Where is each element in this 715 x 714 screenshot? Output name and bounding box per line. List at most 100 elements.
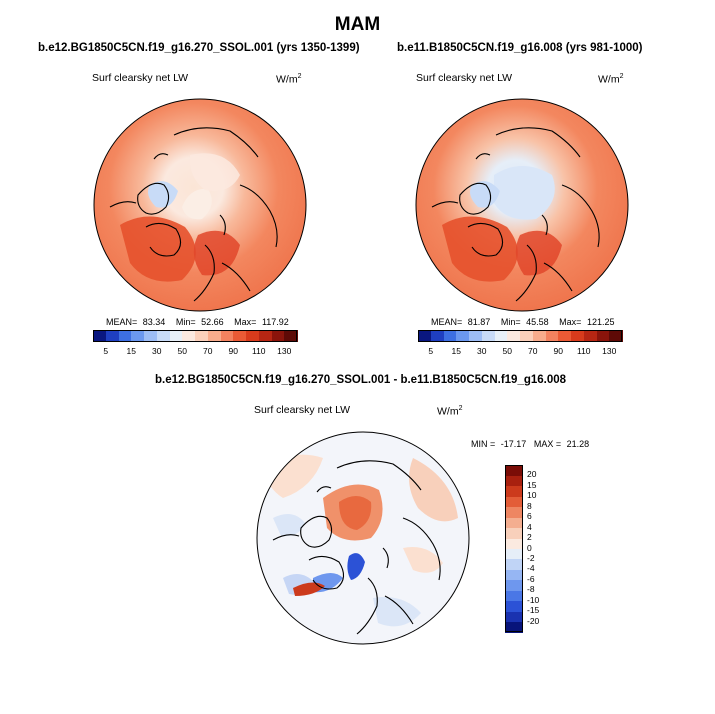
colorbar-tick-label: 110 [251, 346, 266, 356]
colorbar-swatch [505, 475, 523, 487]
colorbar-tick-label: -20 [527, 615, 540, 626]
colorbar-swatch [505, 611, 523, 623]
panel-2-map [415, 98, 629, 312]
panel-1-stats: MEAN= 83.34 Min= 52.66 Max= 117.92 [106, 317, 289, 327]
colorbar-swatch [545, 330, 559, 342]
colorbar-swatch [220, 330, 234, 342]
max-value: 21.28 [566, 439, 590, 449]
colorbar-swatch [118, 330, 132, 342]
colorbar-swatch [609, 330, 623, 342]
min-label: Min= [500, 317, 521, 327]
units-base: W/m [598, 73, 620, 86]
colorbar-tick-label: 110 [576, 346, 591, 356]
colorbar-tick-label: 0 [527, 542, 532, 553]
colorbar-swatch [558, 330, 572, 342]
colorbar-swatch [418, 330, 432, 342]
colorbar-tick-label: 10 [527, 490, 537, 501]
colorbar-tick-label: 70 [528, 346, 538, 356]
panel-1-units: W/m2 [276, 73, 301, 86]
colorbar-swatch [505, 590, 523, 602]
units-base: W/m [276, 73, 298, 86]
colorbar-swatch [505, 569, 523, 581]
colorbar-tick-label: 15 [527, 479, 537, 490]
colorbar-swatch [520, 330, 534, 342]
colorbar-tick-label: -6 [527, 573, 535, 584]
min-label: MIN = [471, 439, 496, 449]
colorbar-tick-label: 50 [502, 346, 512, 356]
colorbar-swatch [182, 330, 196, 342]
min-label: Min= [175, 317, 196, 327]
colorbar-swatch [430, 330, 444, 342]
colorbar-tick-label: 15 [126, 346, 136, 356]
colorbar-swatch [596, 330, 610, 342]
colorbar-tick-label: 2 [527, 532, 532, 543]
colorbar-swatch [583, 330, 597, 342]
colorbar-swatch [505, 621, 523, 633]
units-exponent: 2 [619, 73, 624, 80]
units-base: W/m [437, 405, 459, 418]
colorbar-frame [505, 465, 523, 632]
units-exponent: 2 [297, 73, 302, 80]
max-value: 117.92 [261, 317, 289, 327]
colorbar-swatch [505, 579, 523, 591]
colorbar-tick-label: 30 [477, 346, 487, 356]
colorbar-swatch [131, 330, 145, 342]
colorbar-swatch [505, 548, 523, 560]
panel-1-variable: Surf clearsky net LW [92, 72, 189, 84]
colorbar-tick-label: 70 [203, 346, 213, 356]
colorbar-swatch [505, 496, 523, 508]
mean-label: MEAN= [106, 317, 138, 327]
colorbar-tick-label: 130 [277, 346, 292, 356]
colorbar-swatch [233, 330, 247, 342]
colorbar-swatch [505, 465, 523, 476]
colorbar-tick-label: 4 [527, 521, 532, 532]
mean-label: MEAN= [431, 317, 463, 327]
colorbar-swatch [505, 600, 523, 612]
colorbar-swatch [469, 330, 483, 342]
colorbar-swatch [505, 485, 523, 497]
colorbar-swatch [505, 506, 523, 518]
panel-2-colorbar: 5 15 30 50 70 90 110 130 [418, 330, 623, 356]
panel-2-stats: MEAN= 81.87 Min= 45.58 Max= 121.25 [431, 317, 614, 327]
colorbar-tick-label: 130 [602, 346, 617, 356]
panel-2-variable: Surf clearsky net LW [416, 72, 513, 84]
colorbar-swatch [156, 330, 170, 342]
panel-2-units: W/m2 [598, 73, 623, 86]
colorbar-tick-label: -10 [527, 594, 540, 605]
colorbar-tick-label: -8 [527, 584, 535, 595]
colorbar-swatch [271, 330, 285, 342]
colorbar-tick-label: 90 [228, 346, 238, 356]
panel-3-variable: Surf clearsky net LW [254, 404, 351, 416]
colorbar-swatch [169, 330, 183, 342]
colorbar-swatch [207, 330, 221, 342]
colorbar-frame [93, 330, 297, 342]
colorbar-tick-label: -4 [527, 563, 535, 574]
panel-1-title: b.e12.BG1850C5CN.f19_g16.270_SSOL.001 (y… [38, 42, 360, 54]
colorbar-swatch [507, 330, 521, 342]
colorbar-swatch [505, 558, 523, 570]
colorbar-swatch [443, 330, 457, 342]
mean-value: 81.87 [467, 317, 491, 327]
colorbar-tick-label: 30 [152, 346, 162, 356]
panel-2-title: b.e11.B1850C5CN.f19_g16.008 (yrs 981-100… [397, 42, 643, 54]
max-label: MAX = [533, 439, 562, 449]
panel-3-colorbar: -20 -15 -10 -8 -6 -4 -2 0 2 4 6 8 10 15 20 [505, 465, 539, 633]
colorbar-swatch [481, 330, 495, 342]
colorbar-tick-label: -2 [527, 552, 535, 563]
max-value: 121.25 [586, 317, 615, 327]
colorbar-swatch [494, 330, 508, 342]
panel-3-units: W/m2 [437, 405, 462, 418]
colorbar-swatch [284, 330, 298, 342]
colorbar-tick-label: 5 [103, 346, 109, 356]
panel-1-colorbar: 5 15 30 50 70 90 110 130 [93, 330, 298, 356]
figure-title: MAM [334, 14, 381, 35]
max-label: Max= [234, 317, 257, 327]
panel-1-map [93, 98, 307, 312]
colorbar-tick-label: 90 [553, 346, 563, 356]
colorbar-swatch [532, 330, 546, 342]
colorbar-swatch [246, 330, 260, 342]
colorbar-tick-label: 5 [428, 346, 434, 356]
panel-3-stats: MIN = -17.17 MAX = 21.28 [471, 439, 589, 449]
colorbar-tick-label: -15 [527, 605, 540, 616]
